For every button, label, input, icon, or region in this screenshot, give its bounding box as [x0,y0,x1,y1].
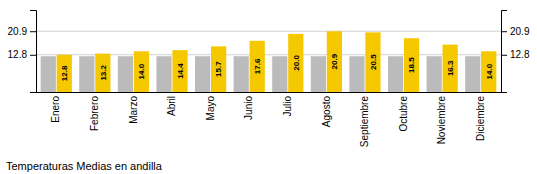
tick-label: Junio [243,96,254,120]
axis-line [502,11,508,93]
data-label: 15.7 [214,61,223,77]
bar-series [57,31,497,92]
tick-label: Mayo [205,96,216,121]
bar [118,56,133,92]
bar [388,56,403,92]
tick-mark [501,55,507,56]
data-label: 16.3 [446,60,455,76]
bar [465,56,480,92]
axis-line [37,92,502,93]
tick-label: Noviembre [436,96,447,145]
plot: 12.8 20.9 12.8 20.9 Enero Febrero Marzo Abril Ma… [8,11,530,148]
bar [288,34,303,92]
tick: Abril [166,92,177,116]
data-label: 18.5 [407,57,416,73]
tick: Mayo [205,92,216,120]
tick: 12.8 [501,49,530,60]
bar [134,51,149,92]
tick-mark [30,55,36,56]
tick-label: Octubre [398,96,409,132]
bar [250,41,265,92]
tick: 12.8 [8,49,36,60]
x-axis: Enero Febrero Marzo Abril Mayo Junio Julio Agos… [37,92,502,147]
tick: Septiembre [359,92,370,147]
bar [211,46,226,92]
tick-label: Marzo [128,96,139,124]
data-label: 20.0 [292,55,301,71]
tick-mark [30,31,36,32]
tick-mark [501,31,507,32]
bar [311,56,326,92]
bar [481,51,496,92]
tick: Noviembre [436,92,447,144]
tick: Julio [282,92,293,117]
bar [57,55,72,92]
tick: Marzo [128,92,139,124]
bar [41,56,56,92]
chart: 12.8 20.9 12.8 20.9 Enero Febrero Marzo Abril Ma… [0,0,537,174]
tick-label: 20.9 [8,26,28,37]
tick-label: 12.8 [8,49,28,60]
bar [404,38,419,92]
axis-line [30,11,37,93]
tick-label: Enero [50,96,61,123]
bar [172,50,187,92]
bar [95,54,110,92]
data-label: 14.4 [176,63,185,79]
tick: Agosto [321,92,332,127]
tick: Febrero [89,92,100,131]
bar [195,56,210,92]
y-axis: 12.8 20.9 [8,11,37,93]
tick-label: Agosto [321,96,332,128]
tick-label: Febrero [89,96,100,131]
y2-axis: 12.8 20.9 [501,11,530,93]
tick-label: Abril [166,96,177,116]
data-label: 14.0 [137,63,146,79]
data-labels: 12.8 13.2 14.0 14.4 15.7 17.6 20.0 20.9 20.5 18.5… [60,53,493,81]
bar [234,56,249,92]
tick: 20.9 [8,26,36,37]
tick: Diciembre [475,92,486,141]
grid [36,31,501,55]
data-label: 12.8 [60,65,69,81]
tick-label: Diciembre [475,96,486,141]
bar [349,56,364,92]
tick-label: 12.8 [510,49,530,60]
bar [427,56,442,92]
bar [156,56,171,92]
data-label: 20.9 [330,53,339,69]
tick-label: 20.9 [510,26,530,37]
bar [443,45,458,92]
grid-line [36,31,501,32]
bar [365,32,380,92]
data-label: 17.6 [253,58,262,74]
tick-label: Septiembre [359,96,370,148]
tick: Junio [243,92,254,120]
data-label: 13.2 [99,64,108,80]
data-label: 14.0 [485,63,494,79]
bar [79,56,94,92]
data-label: 20.5 [369,54,378,70]
tick: Octubre [398,92,409,132]
title: Temperaturas Medias en andilla [6,160,163,172]
tick-label: Julio [282,96,293,117]
tick: 20.9 [501,26,530,37]
tick: Enero [50,92,61,123]
bars [41,31,497,92]
bar [272,56,287,92]
bar [327,31,342,92]
